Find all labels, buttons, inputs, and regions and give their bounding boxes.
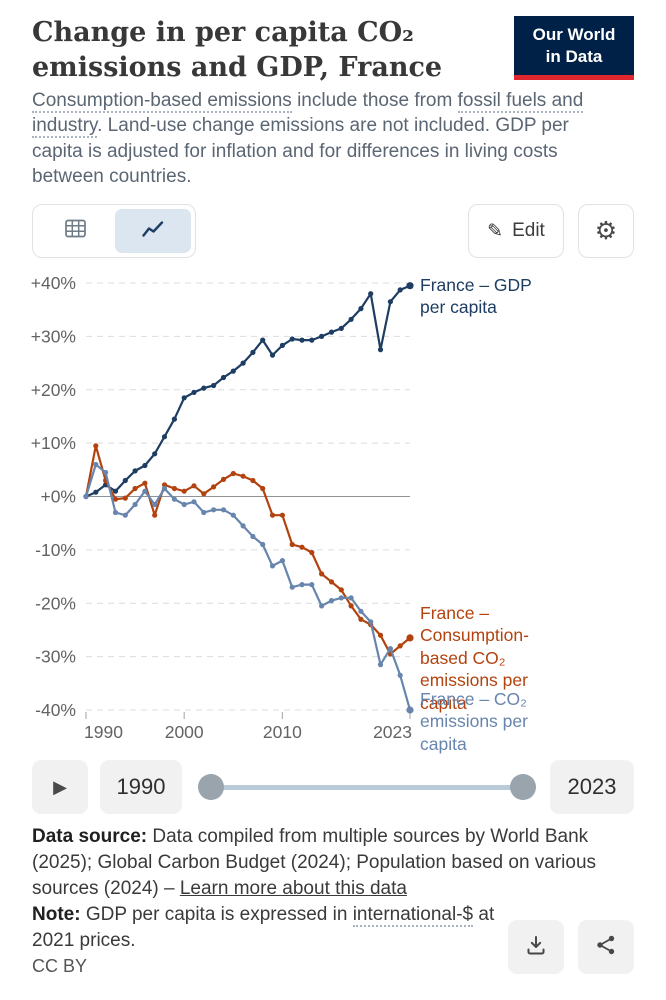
share-icon <box>595 934 617 961</box>
svg-text:-10%: -10% <box>35 540 76 560</box>
chart-title: Change in per capita CO₂ emissions and G… <box>32 17 443 83</box>
download-icon <box>525 934 547 961</box>
owid-logo-line2: in Data <box>545 47 603 67</box>
timeline-slider <box>194 760 540 814</box>
table-icon <box>64 219 86 243</box>
svg-text:-20%: -20% <box>35 593 76 613</box>
svg-text:2010: 2010 <box>263 722 302 738</box>
license-link[interactable]: CC BY <box>32 956 88 976</box>
svg-text:+40%: +40% <box>31 273 76 293</box>
svg-text:1990: 1990 <box>84 722 123 738</box>
owid-logo-main: Our World in Data <box>514 16 634 76</box>
chart-view-button[interactable] <box>115 209 191 253</box>
subtitle-text: include those from <box>291 90 458 111</box>
svg-text:2000: 2000 <box>165 722 204 738</box>
chart-canvas[interactable]: +40% +30% +20% +10% +0% -10% -20% -30% -40% 1990 2… <box>0 268 666 738</box>
data-source: Data source: Data compiled from multiple… <box>32 824 628 901</box>
edit-button[interactable]: ✎ Edit <box>468 204 564 258</box>
subtitle-text: . Land-use change emissions are not incl… <box>32 115 569 188</box>
owid-logo-line1: Our World <box>532 25 616 44</box>
line-chart-icon <box>142 220 164 243</box>
edit-button-label: Edit <box>512 220 545 241</box>
data-source-label: Data source: <box>32 826 148 847</box>
svg-text:+0%: +0% <box>40 487 76 507</box>
pencil-icon: ✎ <box>487 220 504 242</box>
series-label-co2[interactable]: France – CO₂ emissions per capita <box>420 689 528 754</box>
svg-text:-40%: -40% <box>35 700 76 720</box>
play-button[interactable]: ▶ <box>32 760 88 814</box>
chart-area: +40% +30% +20% +10% +0% -10% -20% -30% -40% 1990 2… <box>0 268 666 754</box>
note-text: GDP per capita is expressed in <box>80 904 353 925</box>
svg-text:+10%: +10% <box>31 433 76 453</box>
owid-logo-accent-bar <box>514 75 634 81</box>
linked-term[interactable]: fossil fuels and industry <box>32 90 584 139</box>
note-linked-term[interactable]: international-$ <box>352 904 474 927</box>
chart-subtitle: Consumption-based emissions include thos… <box>32 88 618 190</box>
timeline-end-year[interactable]: 2023 <box>550 760 634 814</box>
svg-text:-30%: -30% <box>35 647 76 667</box>
owid-logo[interactable]: Our World in Data <box>514 16 634 81</box>
timeline-start-year[interactable]: 1990 <box>100 760 182 814</box>
timeline-controls: ▶ 1990 2023 <box>0 760 666 814</box>
gear-icon: ⚙ <box>594 217 618 245</box>
settings-button[interactable]: ⚙ <box>578 204 634 258</box>
play-icon: ▶ <box>53 776 67 797</box>
svg-text:+20%: +20% <box>31 380 76 400</box>
chart-note: Note: GDP per capita is expressed in int… <box>32 902 504 954</box>
view-toggle <box>32 204 196 258</box>
table-view-button[interactable] <box>37 209 113 253</box>
svg-text:2023: 2023 <box>373 722 412 738</box>
timeline-end-handle[interactable] <box>510 774 536 800</box>
timeline-slider-track[interactable] <box>210 785 524 790</box>
note-text-end: at 2021 prices. <box>32 904 495 951</box>
svg-text:+30%: +30% <box>31 326 76 346</box>
learn-more-link[interactable]: Learn more about this data <box>179 877 407 899</box>
linked-term[interactable]: Consumption-based emissions <box>32 90 292 113</box>
note-label: Note: <box>32 904 81 925</box>
series-label-consumption-co2[interactable]: France – Consumption-based CO₂ emissions… <box>420 603 529 713</box>
data-source-text: Data compiled from multiple sources by W… <box>32 826 597 899</box>
share-button[interactable] <box>578 920 634 974</box>
download-button[interactable] <box>508 920 564 974</box>
series-label-gdp[interactable]: France – GDP per capita <box>420 275 532 318</box>
timeline-start-handle[interactable] <box>198 774 224 800</box>
